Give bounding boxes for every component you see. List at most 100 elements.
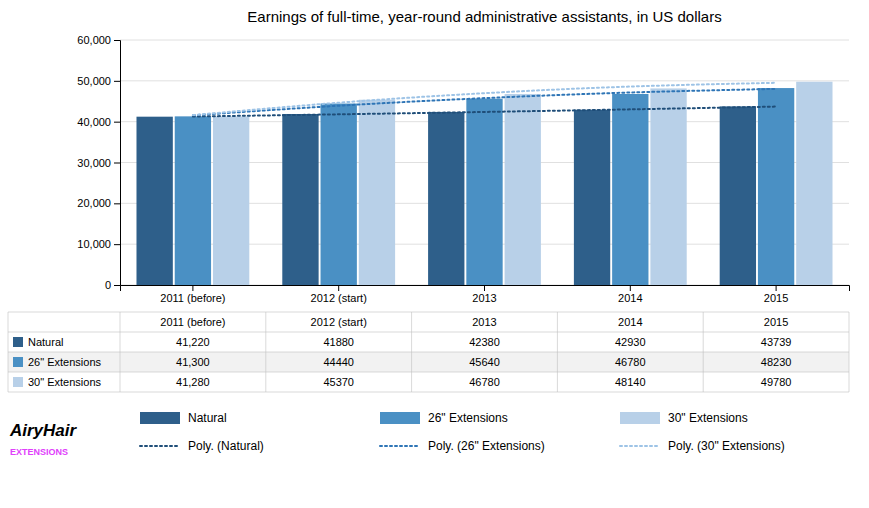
tick: 2012 (start): [311, 285, 367, 304]
table-cell: 43739: [761, 336, 792, 348]
bar: [282, 114, 318, 285]
chart-svg: Earnings of full-time, year-round admini…: [0, 0, 869, 508]
table-rule: [8, 312, 849, 313]
tick-mark: [114, 40, 120, 41]
bar: [574, 110, 610, 285]
x-axis: 2011 (before)2012 (start)201320142015: [121, 285, 850, 304]
tick: 0: [105, 279, 120, 291]
table-cell: 46780: [469, 376, 500, 388]
table-cell: 41880: [323, 336, 354, 348]
bar: [650, 88, 686, 285]
grid-line: [120, 40, 849, 41]
tick-label: 20,000: [77, 197, 111, 209]
grid: [120, 40, 849, 285]
legend-label: 30" Extensions: [668, 411, 748, 425]
table-rule: [265, 312, 266, 392]
table-rule: [8, 352, 849, 353]
table-row-label: Natural: [28, 336, 63, 348]
table-swatch: [13, 357, 23, 367]
tick-label: 30,000: [77, 157, 111, 169]
table-cell: 45640: [469, 356, 500, 368]
tick-mark: [114, 203, 120, 204]
tick: 2014: [618, 285, 642, 304]
tick-label: 2015: [764, 292, 788, 304]
table-cell: 45370: [323, 376, 354, 388]
table-rule: [849, 312, 850, 392]
table-row-label: 26" Extensions: [28, 356, 102, 368]
tick-label: 10,000: [77, 238, 111, 250]
axis-line: [121, 286, 850, 292]
legend-item: Natural: [140, 411, 227, 425]
bar: [720, 106, 756, 285]
table-row-bg: [8, 332, 849, 352]
table-row-bg: [8, 372, 849, 392]
table-header: 2011 (before): [160, 316, 225, 328]
table-cell: 49780: [761, 376, 792, 388]
legend-item: 30" Extensions: [620, 411, 748, 425]
y-axis: 0 10,000 20,000 30,000 40,000 50,000 60,000: [77, 34, 120, 291]
legend-label: Natural: [188, 411, 227, 425]
legend-swatch: [140, 412, 180, 424]
table-rule: [8, 312, 9, 392]
tick-label: 40,000: [77, 116, 111, 128]
bar: [612, 94, 648, 285]
legend-label: 26" Extensions: [428, 411, 508, 425]
tick-label: 2012 (start): [311, 292, 367, 304]
legend-item: Poly. (30" Extensions): [620, 439, 785, 453]
bar: [428, 112, 464, 285]
table-cell: 42380: [469, 336, 500, 348]
bar: [796, 82, 832, 285]
legend-item: Poly. (Natural): [140, 439, 264, 453]
tick-mark: [484, 285, 485, 291]
table-cell: 48230: [761, 356, 792, 368]
tick: 2013: [472, 285, 496, 304]
bar: [213, 116, 249, 285]
tick-mark: [114, 244, 120, 245]
bar: [758, 88, 794, 285]
bar: [466, 99, 502, 285]
table-rule: [8, 332, 849, 333]
table-cell: 44440: [323, 356, 354, 368]
data-table: 2011 (before)2012 (start)201320142015Nat…: [8, 312, 849, 392]
table-row-bg: [8, 352, 849, 372]
legend-label: Poly. (Natural): [188, 439, 264, 453]
bar-series: [175, 88, 795, 285]
legend-swatch: [620, 412, 660, 424]
tick-mark: [776, 285, 777, 291]
tick-mark: [114, 163, 120, 164]
tick: 20,000: [77, 197, 120, 209]
legend-label: Poly. (30" Extensions): [668, 439, 785, 453]
tick-mark: [114, 122, 120, 123]
legend: Natural 26" Extensions 30" Extensions Poly.…: [140, 411, 785, 453]
legend-label: Poly. (26" Extensions): [428, 439, 545, 453]
table-cell: 48140: [615, 376, 646, 388]
table-swatch: [13, 377, 23, 387]
tick-mark: [192, 285, 193, 291]
tick-label: 2014: [618, 292, 642, 304]
tick-mark: [114, 81, 120, 82]
table-rule: [8, 372, 849, 373]
table-cell: 42930: [615, 336, 646, 348]
table-header: 2013: [472, 316, 496, 328]
bar: [505, 94, 541, 285]
table-cell: 41,300: [176, 356, 210, 368]
legend-swatch: [380, 412, 420, 424]
watermark: AiryHair: [9, 421, 78, 440]
table-header: 2012 (start): [311, 316, 367, 328]
bar: [175, 116, 211, 285]
tick-mark: [114, 285, 120, 286]
bar: [136, 117, 172, 285]
legend-line: [620, 445, 660, 447]
plot-area: [136, 82, 832, 285]
table-cell: 46780: [615, 356, 646, 368]
table-rule: [120, 312, 121, 392]
table-rule: [411, 312, 412, 392]
legend-line: [140, 445, 180, 447]
tick-label: 50,000: [77, 75, 111, 87]
tick: 60,000: [77, 34, 120, 46]
table-row-label: 30" Extensions: [28, 376, 102, 388]
tick-mark: [630, 285, 631, 291]
legend-line: [380, 445, 420, 447]
table-cell: 41,280: [176, 376, 210, 388]
table-rule: [557, 312, 558, 392]
